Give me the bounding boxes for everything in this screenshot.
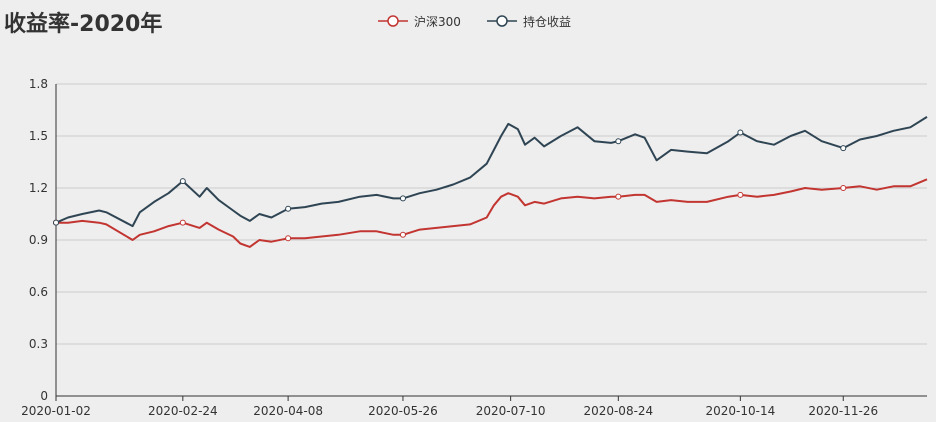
x-tick-label: 2020-02-24 <box>148 404 218 418</box>
data-point <box>841 186 846 191</box>
y-tick-label: 1.8 <box>29 77 48 91</box>
x-axis: 2020-01-02 2020-02-24 2020-04-08 2020-05-26… <box>21 396 927 418</box>
data-point <box>286 206 291 211</box>
x-tick-label: 2020-01-02 <box>21 404 91 418</box>
x-tick-label: 2020-11-26 <box>808 404 878 418</box>
data-point <box>738 192 743 197</box>
chart-legend[interactable]: 沪深300 持仓收益 <box>378 14 571 29</box>
y-tick-label: 1.5 <box>29 129 48 143</box>
x-tick-label: 2020-07-10 <box>476 404 546 418</box>
x-tick-label: 2020-04-08 <box>253 404 323 418</box>
grid-lines <box>56 84 927 344</box>
x-tick-label: 2020-10-14 <box>705 404 775 418</box>
data-point <box>841 146 846 151</box>
data-point <box>286 236 291 241</box>
y-tick-label: 0.9 <box>29 233 48 247</box>
data-point <box>738 130 743 135</box>
x-tick-label: 2020-08-24 <box>583 404 653 418</box>
legend-item-2[interactable]: 持仓收益 <box>487 14 571 29</box>
data-point <box>54 220 59 225</box>
data-point <box>180 220 185 225</box>
data-point <box>616 139 621 144</box>
data-point <box>616 194 621 199</box>
legend-label: 沪深300 <box>414 15 461 29</box>
y-tick-label: 0.6 <box>29 285 48 299</box>
legend-circle-icon <box>388 16 398 26</box>
data-point <box>400 232 405 237</box>
legend-item-1[interactable]: 沪深300 <box>378 15 461 29</box>
series-line <box>56 179 927 247</box>
y-axis: 0 0.3 0.6 0.9 1.2 1.5 1.8 <box>29 77 56 403</box>
y-tick-label: 1.2 <box>29 181 48 195</box>
data-point <box>180 179 185 184</box>
legend-circle-icon <box>497 16 507 26</box>
y-tick-label: 0.3 <box>29 337 48 351</box>
legend-label: 持仓收益 <box>523 14 571 29</box>
data-point <box>400 196 405 201</box>
y-tick-label: 0 <box>40 389 48 403</box>
series-1 <box>54 179 928 247</box>
x-tick-label: 2020-05-26 <box>368 404 438 418</box>
chart-title: 收益率-2020年 <box>4 11 162 37</box>
